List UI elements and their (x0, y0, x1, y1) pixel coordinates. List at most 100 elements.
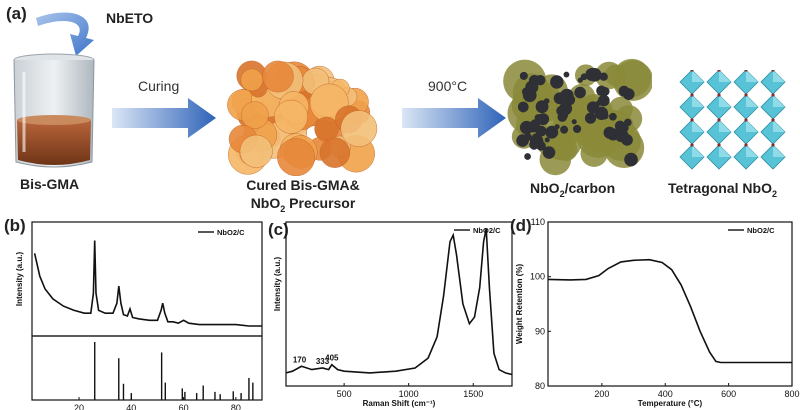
raman-chart: NbO2/C 500 1000 1500 Raman Shift (cm⁻¹) Inten… (273, 221, 513, 408)
nbo2-dot (574, 86, 586, 99)
peak-annotation: 405 (325, 354, 339, 363)
xrd-chart: NbO2/C204060802θ (°)Intensity (a.u.) (15, 221, 263, 410)
nbo2-dot (517, 101, 529, 113)
nbo2-dot (544, 137, 550, 143)
y-axis-label: Weight Retention (%) (515, 264, 524, 345)
nbo2-dot (545, 125, 559, 139)
oxygen-atom (717, 118, 721, 122)
precursor-particle (240, 68, 264, 92)
x-tick-label: 200 (594, 389, 609, 399)
nbo2-dot (618, 85, 630, 97)
oxygen-atom (771, 70, 775, 72)
nbo2-dot (524, 153, 531, 160)
nbo2-dot (609, 112, 617, 121)
octahedron-face (692, 95, 704, 107)
octahedron-face (719, 120, 731, 132)
carbon-particle (551, 123, 578, 150)
x-tick-label: 400 (658, 389, 673, 399)
reference-frame (31, 335, 263, 401)
cured-label-line2: NbO2 Precursor (250, 195, 356, 214)
nbo2-dot (553, 92, 566, 105)
oxygen-atom (690, 93, 694, 97)
octahedron-face (746, 145, 758, 157)
x-tick-label: 20 (74, 403, 84, 410)
legend-label: NbO2/C (747, 226, 775, 235)
nbo2-dot (528, 74, 540, 87)
precursor-particle (314, 116, 339, 142)
plot-frame (547, 221, 793, 387)
nbo2-dot (599, 72, 608, 81)
oxygen-atom (690, 143, 694, 147)
legend-label: NbO2/C (217, 228, 245, 237)
series-line (547, 258, 792, 364)
octahedron-face (773, 145, 785, 157)
x-axis-label: Temperature (°C) (638, 399, 703, 408)
nbo2-dot (623, 118, 632, 127)
reagent-arrow-graphic (36, 12, 94, 57)
oxygen-atom (744, 118, 748, 122)
oxygen-atom (771, 93, 775, 97)
nbo2-dot (560, 111, 569, 120)
x-tick-label: 600 (721, 389, 736, 399)
x-tick-label: 40 (126, 403, 136, 410)
x-tick-label: 800 (784, 389, 799, 399)
nbo2-dot (537, 113, 550, 126)
oxygen-atom (744, 143, 748, 147)
octahedron-face (692, 70, 704, 82)
y-tick-label: 90 (535, 326, 545, 336)
oxygen-atom (717, 70, 721, 72)
anneal-step-label: 900°C (428, 78, 468, 94)
nbo2-dot (563, 71, 570, 78)
precursor-particle (241, 101, 269, 129)
y-axis-label: Intensity (a.u.) (15, 252, 24, 307)
nbo2-dot (535, 100, 549, 114)
octahedron-face (746, 70, 758, 82)
octahedron-face (719, 145, 731, 157)
tetragonal-lattice-illustration (679, 70, 786, 170)
plot-frame (31, 221, 263, 337)
oxygen-atom (744, 70, 748, 72)
nbo2-dot (519, 71, 528, 80)
oxygen-atom (717, 93, 721, 97)
nbo2-dot (542, 146, 556, 159)
nbo2-carbon-illustration (503, 58, 652, 176)
nbo2-dot (529, 139, 539, 150)
cured-label-line1: Cured Bis-GMA& (246, 177, 360, 193)
y-axis-label: Intensity (a.u.) (273, 257, 282, 312)
octahedron-face (773, 70, 785, 82)
nbo2-dot (573, 124, 582, 134)
oxygen-atom (717, 143, 721, 147)
precursor-particle (277, 138, 316, 176)
oxygen-atom (771, 118, 775, 122)
panel-c-letter: (c) (268, 220, 289, 239)
nbo2-dot (621, 124, 629, 132)
legend-label: NbO2/C (473, 226, 501, 235)
cured-precursor-illustration (227, 60, 378, 176)
octahedron-face (773, 95, 785, 107)
oxygen-atom (771, 143, 775, 147)
curing-arrow (112, 98, 216, 138)
nbo2-dot (586, 101, 600, 114)
anneal-arrow (402, 98, 506, 138)
nbo2-dot (516, 134, 529, 147)
precursor-particle (340, 110, 378, 147)
nbo2-dot (521, 87, 532, 97)
octahedron-face (719, 95, 731, 107)
series-line (285, 228, 513, 376)
octahedron-face (746, 120, 758, 132)
oxygen-atom (690, 70, 694, 72)
x-tick-label: 60 (179, 403, 189, 410)
series-line (33, 240, 262, 327)
nbo2-dot (624, 152, 638, 167)
nbo2-dot (577, 77, 583, 83)
octahedron-face (692, 120, 704, 132)
nbo2-dot (584, 112, 597, 124)
cured-precursor-label: Cured Bis-GMA& NbO2 Precursor (238, 176, 368, 218)
nbo2-dot (596, 85, 607, 96)
precursor-particle (262, 60, 294, 93)
nbo2-dot (587, 68, 602, 82)
x-tick-label: 80 (231, 403, 241, 410)
tga-chart: NbO2/C 200 400 600 800 Temperature (°C) 80 90 10… (515, 217, 800, 408)
oxygen-atom (744, 93, 748, 97)
curing-step-label: Curing (138, 78, 180, 94)
